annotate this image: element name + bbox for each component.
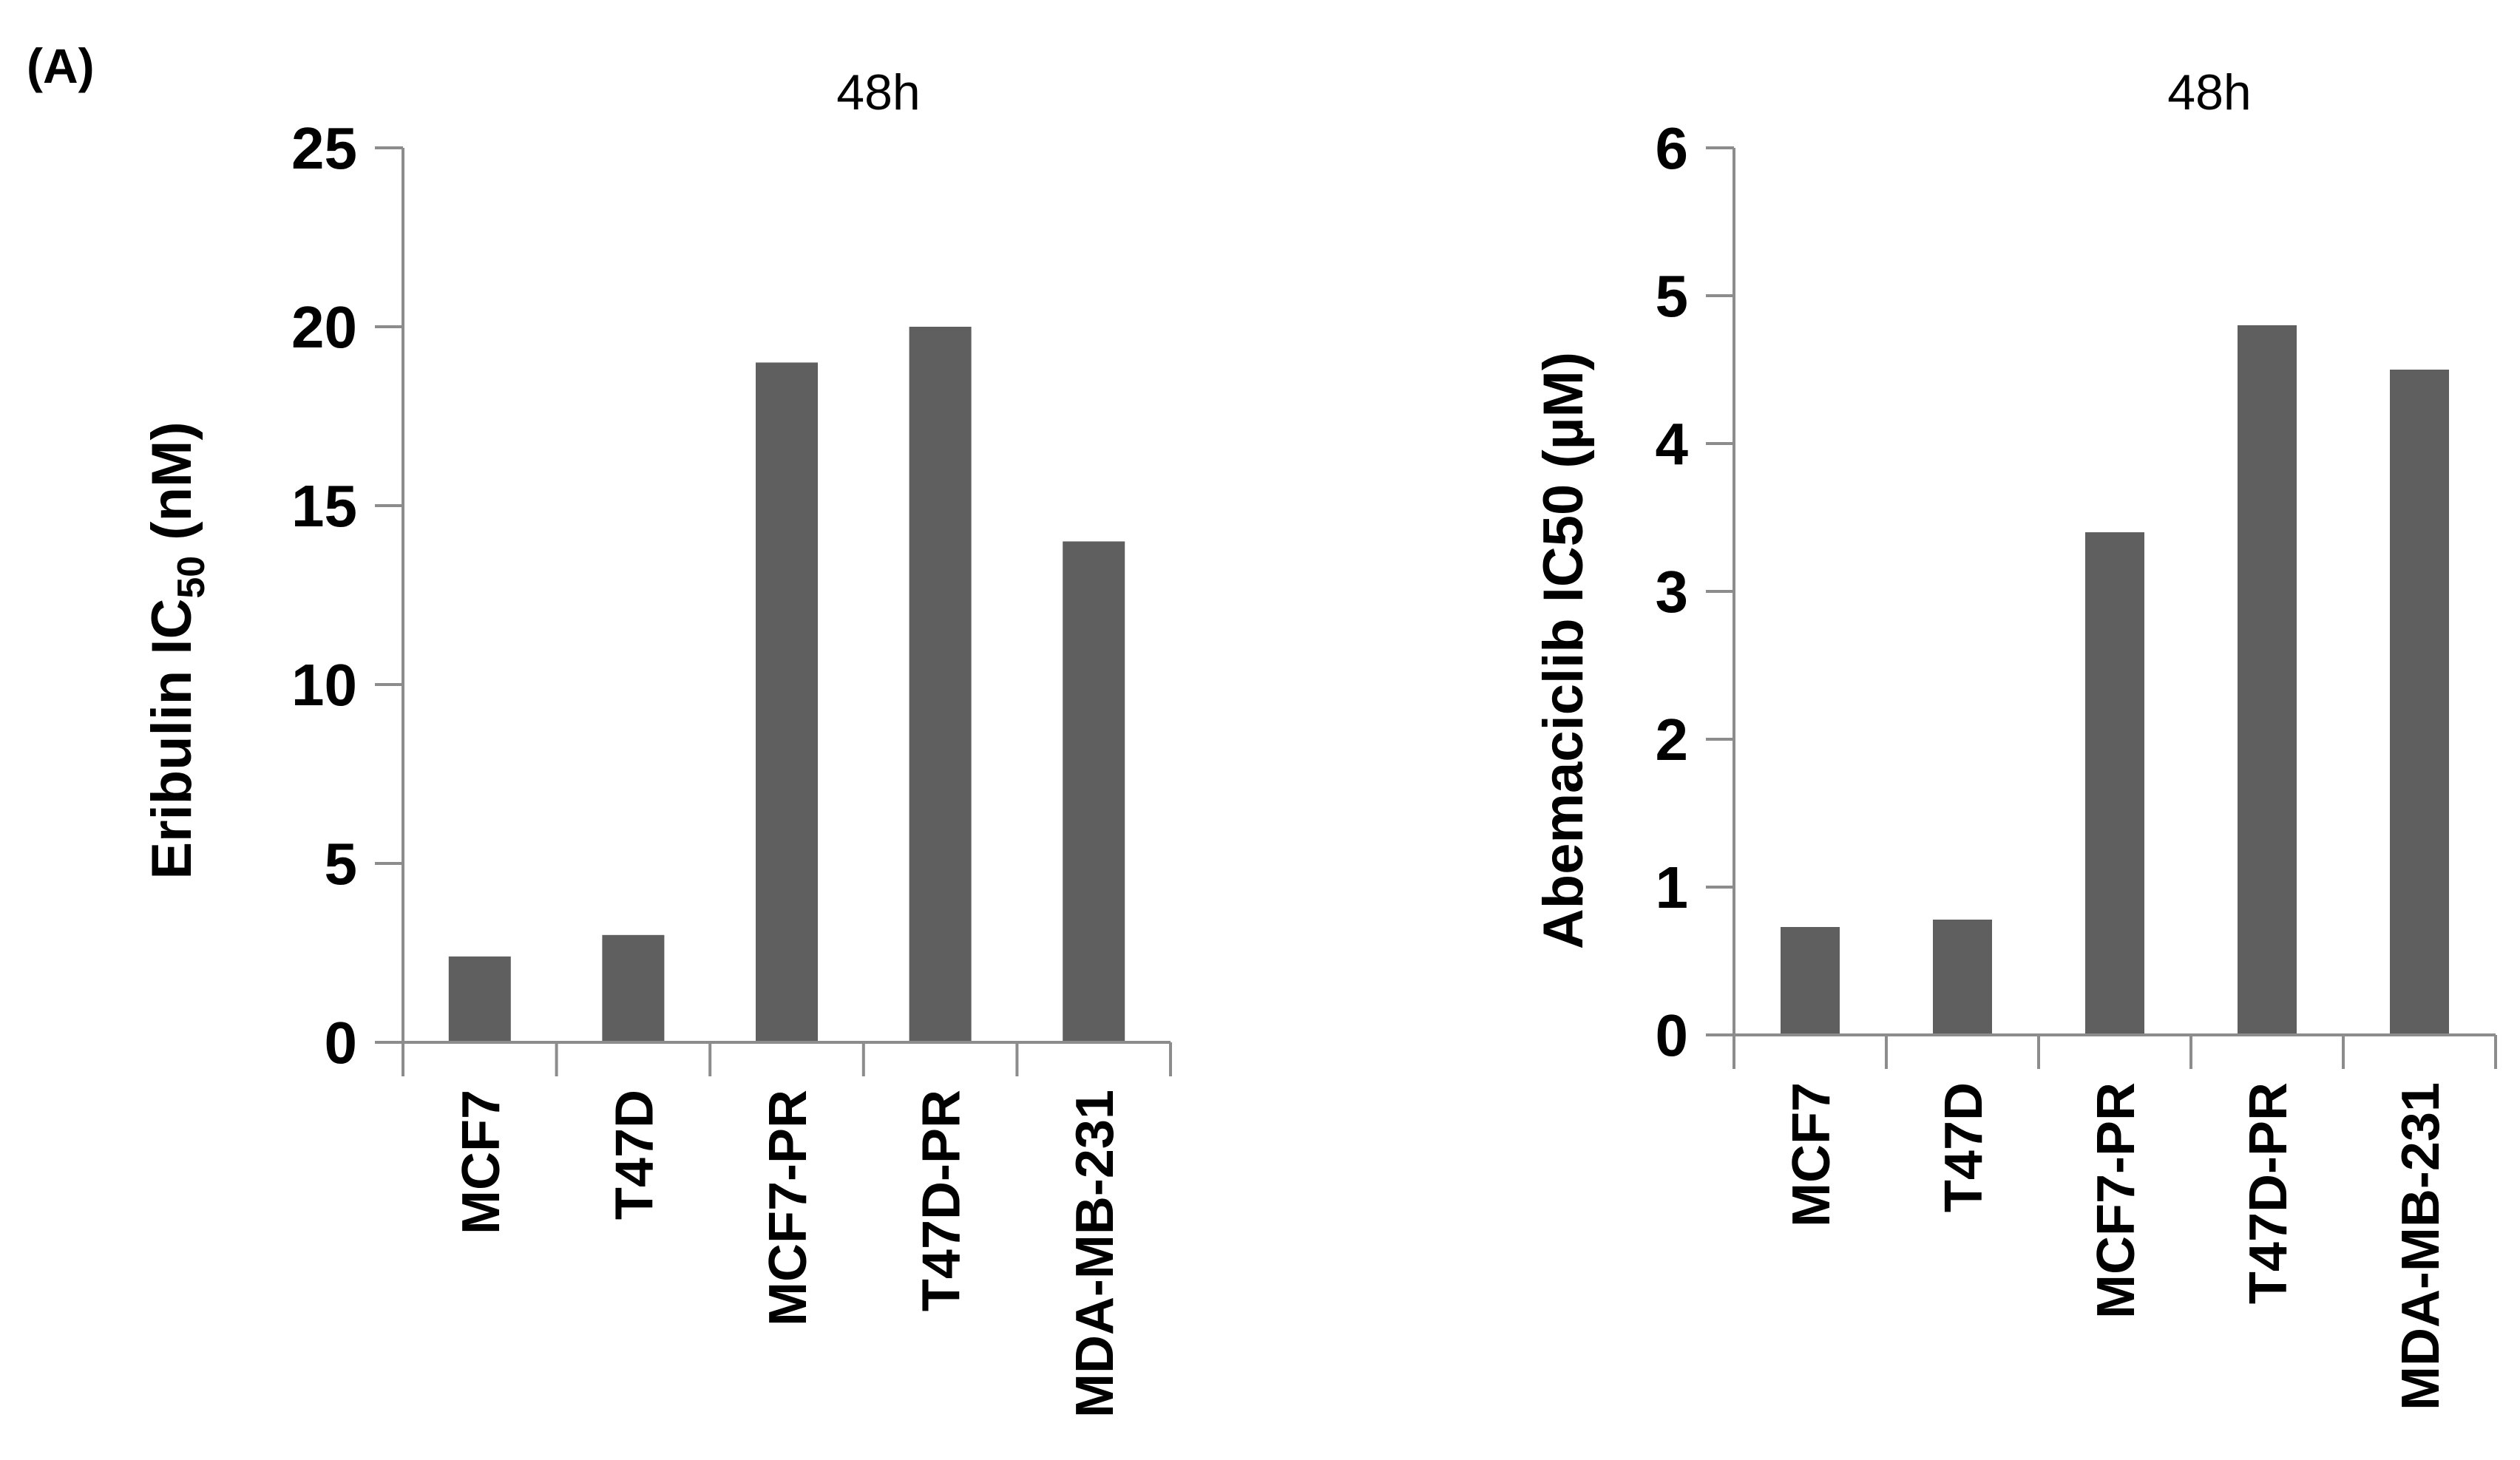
bar-mda-mb-231: [2390, 370, 2449, 1035]
y-tick-label: 0: [325, 1010, 358, 1076]
y-axis-title-unit: (nM): [140, 421, 203, 555]
y-axis-ticks: 0 1 2 3 4 5 6: [1656, 115, 1734, 1068]
bar-mcf7-pr: [2085, 532, 2144, 1035]
x-category-label: MDA-MB-231: [1066, 1090, 1125, 1418]
panel-label: (A): [27, 38, 95, 93]
bar-t47d: [1933, 920, 1992, 1035]
x-category-label: MCF7: [1782, 1082, 1841, 1227]
y-tick-label: 5: [325, 831, 358, 897]
bars: [1781, 325, 2449, 1035]
x-category-label: MCF7: [452, 1090, 511, 1235]
axes: [1732, 148, 2497, 1069]
bar-mcf7-pr: [756, 362, 818, 1042]
y-tick-label: 1: [1656, 855, 1689, 920]
axes: [402, 148, 1172, 1076]
x-category-label: MCF7-PR: [2087, 1082, 2146, 1319]
eribulin-chart: 48h Eribulin IC50 (nM) 0 5 10 15 20 25 MCF7 T4…: [140, 64, 1172, 1418]
bar-t47d: [602, 934, 665, 1042]
x-category-label: T47D-PR: [912, 1090, 972, 1311]
x-category-label: T47D: [1934, 1082, 1994, 1212]
category-labels: MCF7 T47D MCF7-PR T47D-PR MDA-MB-231: [1782, 1082, 2450, 1410]
y-tick-label: 15: [291, 473, 357, 539]
y-axis-title: Abemaciclib IC50 (µM): [1532, 352, 1595, 949]
category-labels: MCF7 T47D MCF7-PR T47D-PR MDA-MB-231: [452, 1090, 1125, 1418]
bar-t47d-pr: [2238, 325, 2297, 1035]
x-category-label: MCF7-PR: [759, 1090, 818, 1326]
x-category-label: T47D: [605, 1090, 664, 1220]
chart-title: 48h: [2167, 64, 2251, 120]
y-axis-title: Eribulin IC50 (nM): [140, 421, 213, 879]
x-category-label: T47D-PR: [2239, 1082, 2298, 1304]
bar-mcf7: [1781, 927, 1840, 1035]
y-tick-label: 0: [1656, 1002, 1689, 1068]
bar-mcf7: [448, 956, 511, 1042]
x-category-label: MDA-MB-231: [2391, 1082, 2450, 1410]
y-tick-label: 2: [1656, 707, 1689, 773]
y-axis-ticks: 0 5 10 15 20 25: [291, 115, 403, 1076]
y-tick-label: 4: [1656, 411, 1689, 477]
bar-t47d-pr: [909, 327, 972, 1042]
y-axis-title-main: Eribulin IC: [140, 599, 203, 880]
y-tick-label: 10: [291, 652, 357, 718]
y-tick-label: 3: [1656, 559, 1689, 625]
y-axis-title-subscript: 50: [170, 556, 213, 599]
chart-title: 48h: [836, 64, 920, 120]
bar-mda-mb-231: [1063, 541, 1125, 1042]
y-tick-label: 6: [1656, 115, 1689, 181]
abemaciclib-chart: 48h Abemaciclib IC50 (µM) 0 1 2 3 4 5 6 MCF7 T4…: [1532, 64, 2497, 1410]
bars: [448, 327, 1125, 1042]
y-tick-label: 5: [1656, 263, 1689, 329]
y-tick-label: 25: [291, 115, 357, 181]
y-tick-label: 20: [291, 294, 357, 360]
